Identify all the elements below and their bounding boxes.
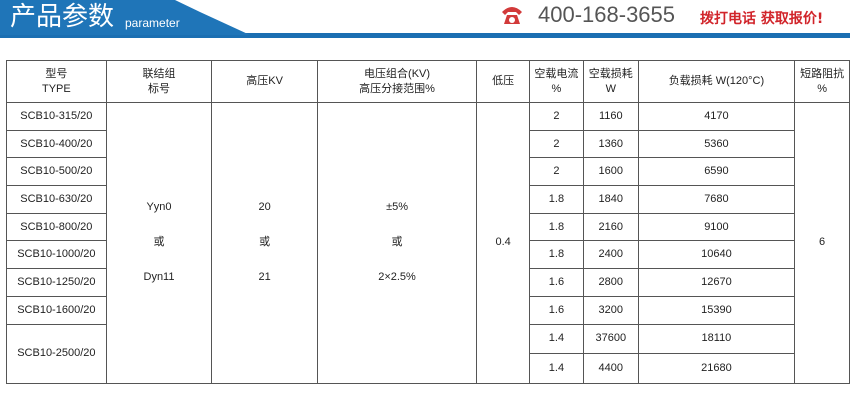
hv-line: 21	[258, 271, 271, 284]
header-line-2: 标号	[148, 82, 170, 95]
value-cell: 12670	[637, 268, 796, 297]
tap-line: 或	[391, 236, 403, 249]
column-header: 空载损耗 W	[582, 60, 639, 103]
value-cell: 9100	[637, 212, 796, 242]
type-cell: SCB10-1000/20	[6, 240, 107, 270]
table-row: SCB10-630/20 1.8 1840 7680	[6, 185, 850, 214]
tap-line: ±5%	[386, 201, 408, 214]
value-cell: 1.4	[529, 353, 584, 384]
header-line-1: 高压KV	[246, 75, 283, 87]
tap-cell: ±5% 或 2×2.5%	[316, 102, 478, 384]
header-line-1: 短路阻抗	[800, 67, 845, 80]
header-line-2: 高压分接范围%	[359, 82, 435, 95]
header-line-1: 低压	[492, 75, 515, 87]
value-cell: 10640	[637, 240, 796, 270]
value-cell: 3200	[582, 295, 639, 325]
table-row: SCB10-500/20 2 1600 6590	[6, 157, 850, 187]
parameter-table: 型号 TYPE 联结组 标号 高压KV 电压组合(KV) 高压分接范围% 低压 空载电流% 空载损…	[6, 60, 850, 384]
column-header: 短路阻抗%	[794, 60, 850, 103]
header-line-1: 型号	[45, 67, 68, 80]
type-cell: SCB10-315/20	[6, 102, 107, 131]
connection-cell: Yyn0 或 Dyn11	[105, 102, 213, 384]
value-cell: 1600	[582, 157, 639, 187]
value-cell: 7680	[637, 185, 796, 214]
table-row: SCB10-315/20 Yyn0 或 Dyn11 20 或 21 ±5% 或 2×2.5% 0.4…	[6, 102, 850, 384]
column-header: 低压	[476, 60, 531, 103]
value-cell: 2	[529, 102, 584, 131]
lv-cell: 0.4	[476, 102, 531, 384]
connection-line: 或	[153, 236, 165, 249]
header-line	[0, 33, 850, 38]
connection-line: Dyn11	[143, 271, 175, 284]
table-row: SCB10-800/20 1.8 2160 9100	[6, 212, 850, 242]
type-cell: SCB10-2500/20	[6, 323, 107, 384]
value-cell: 5360	[637, 129, 796, 159]
column-header: 联结组 标号	[105, 60, 213, 103]
header-banner: 产品参数 parameter 400-168-3655 拨打电话 获取报价!	[0, 0, 850, 40]
tap-line: 2×2.5%	[378, 271, 416, 284]
value-cell: 15390	[637, 295, 796, 325]
header-line-1: 联结组	[142, 67, 176, 80]
header-line-2: %	[817, 82, 827, 95]
header-line-2: W	[605, 82, 616, 95]
value-cell: 2160	[582, 212, 639, 242]
value-cell: 1.6	[529, 295, 584, 325]
value-cell: 4170	[637, 102, 796, 131]
table-row: SCB10-400/20 2 1360 5360	[6, 129, 850, 159]
hv-line: 或	[259, 236, 271, 249]
value-cell: 1.8	[529, 185, 584, 214]
header-line-1: 电压组合(KV)	[364, 67, 431, 80]
value-cell: 21680	[637, 353, 796, 384]
value-cell: 1840	[582, 185, 639, 214]
type-cell: SCB10-1600/20	[6, 295, 107, 325]
value-cell: 1.6	[529, 268, 584, 297]
value-cell: 37600	[582, 323, 639, 354]
hv-cell: 20 或 21	[211, 102, 318, 384]
table-row: 1.4 4400 21680	[7, 353, 850, 384]
value-cell: 1160	[582, 102, 639, 131]
value-cell: 2400	[582, 240, 639, 270]
type-cell: SCB10-1250/20	[6, 268, 107, 297]
value-cell: 2	[529, 157, 584, 187]
table-row: SCB10-1600/20 1.6 3200 15390	[6, 295, 850, 325]
value-cell: 6590	[637, 157, 796, 187]
value-cell: 1.4	[529, 323, 584, 354]
phone-icon	[502, 7, 522, 24]
hv-line: 20	[258, 201, 271, 214]
type-cell: SCB10-400/20	[6, 129, 107, 159]
phone-number: 400-168-3655	[538, 2, 676, 27]
page-title: 产品参数	[10, 2, 115, 32]
column-header: 型号 TYPE	[6, 60, 107, 103]
connection-line: Yyn0	[146, 201, 172, 214]
column-header: 负载损耗 W(120°C)	[637, 60, 796, 103]
header-line-2: TYPE	[41, 82, 71, 95]
table-header-row: 型号 TYPE 联结组 标号 高压KV 电压组合(KV) 高压分接范围% 低压 空载电流% 空载损…	[6, 60, 850, 103]
column-header: 电压组合(KV) 高压分接范围%	[316, 60, 478, 103]
header-line-1: 空载损耗	[588, 67, 633, 80]
value-cell: 4400	[582, 353, 639, 384]
column-header: 高压KV	[211, 60, 318, 103]
header-line-1: 负载损耗 W(120°C)	[668, 75, 765, 87]
page-subtitle: parameter	[125, 16, 180, 30]
table-row: SCB10-1000/20 1.8 2400 10640	[6, 240, 850, 270]
impedance-cell: 6	[794, 102, 850, 384]
value-cell: 1.8	[529, 212, 584, 242]
type-cell: SCB10-800/20	[6, 212, 107, 242]
header-line-1: 空载电流	[534, 67, 579, 80]
value-cell: 1360	[582, 129, 639, 159]
table-row: SCB10-1250/20 1.6 2800 12670	[6, 268, 850, 297]
column-header: 空载电流%	[529, 60, 584, 103]
call-to-action: 拨打电话 获取报价!	[700, 11, 824, 27]
header-line-2: %	[551, 82, 562, 95]
value-cell: 1.8	[529, 240, 584, 270]
value-cell: 18110	[637, 323, 796, 354]
value-cell: 2800	[582, 268, 639, 297]
type-cell: SCB10-500/20	[6, 157, 107, 187]
value-cell: 2	[529, 129, 584, 159]
type-cell: SCB10-630/20	[6, 185, 107, 214]
